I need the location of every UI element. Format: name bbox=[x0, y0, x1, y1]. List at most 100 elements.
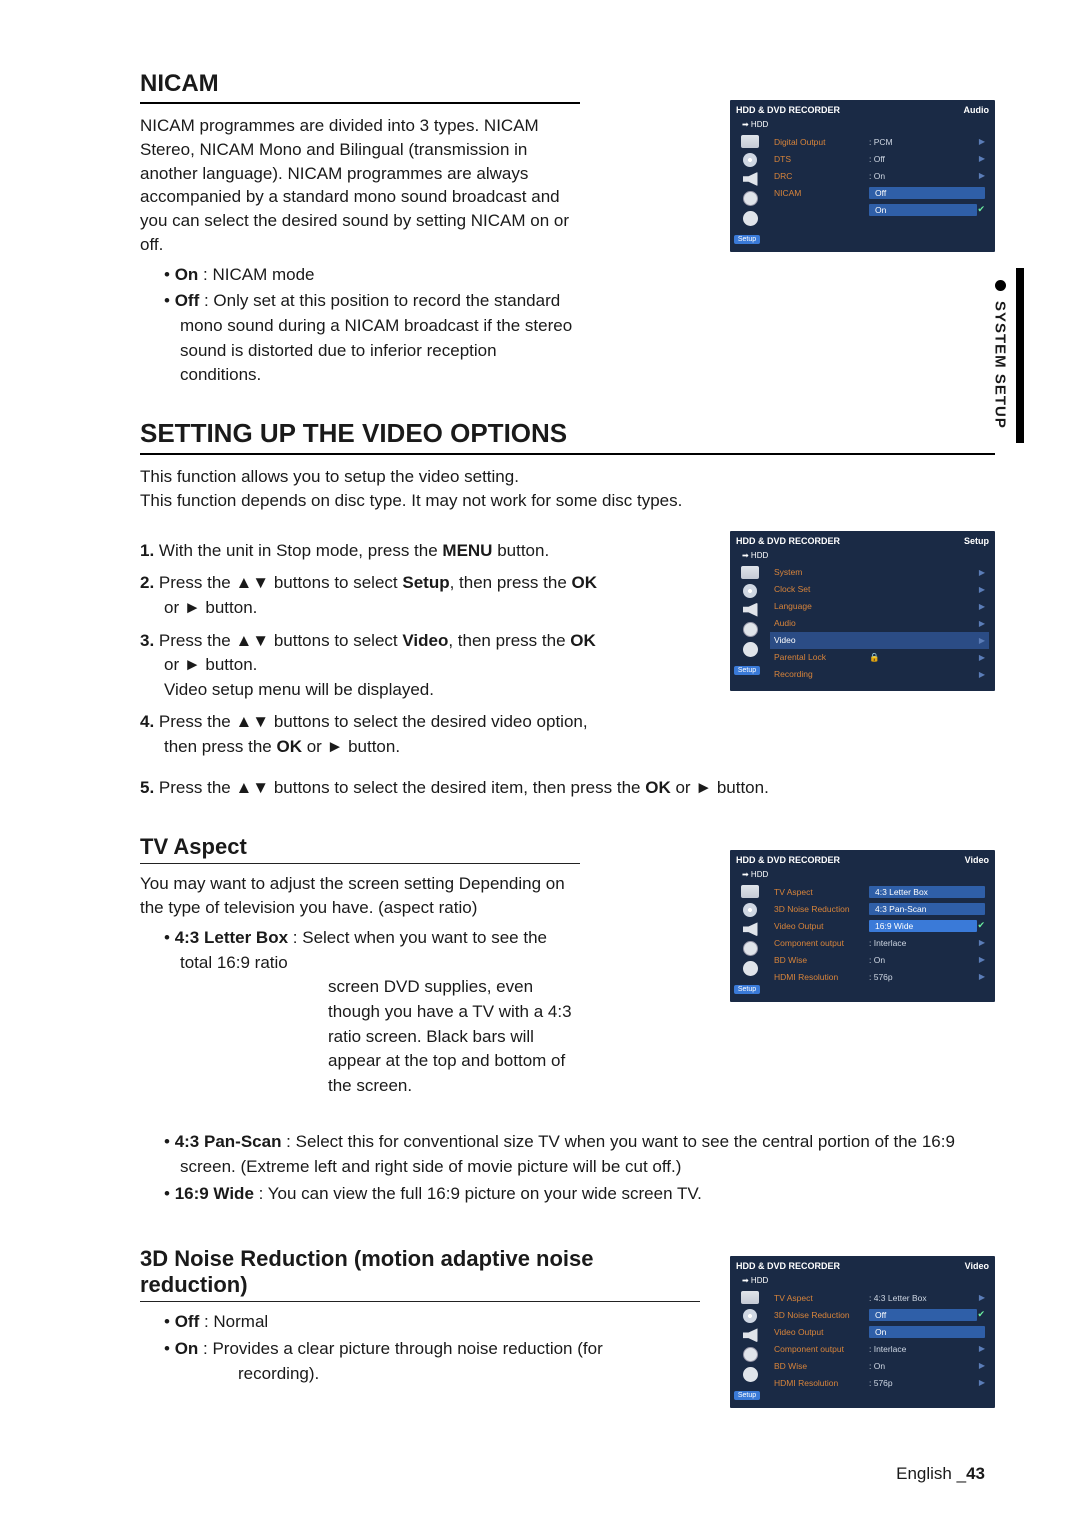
osd-header: HDD & DVD RECORDER bbox=[736, 1261, 840, 1271]
video-opts-title: SETTING UP THE VIDEO OPTIONS bbox=[140, 418, 995, 455]
osd-item-value: On bbox=[869, 204, 977, 216]
check-icon: ✔ bbox=[977, 204, 985, 215]
arrow-icon: ▶ bbox=[979, 137, 985, 146]
osd-item-value: 4:3 Pan-Scan bbox=[869, 903, 985, 915]
osd-item-label: System bbox=[774, 567, 869, 577]
osd-item-label: BD Wise bbox=[774, 1361, 869, 1371]
tv-aspect-ps: 4:3 Pan-Scan : Select this for conventio… bbox=[140, 1130, 995, 1179]
check-icon: ✔ bbox=[977, 1309, 985, 1320]
s1a: With the unit in Stop mode, press the bbox=[159, 541, 442, 560]
footer-page: 43 bbox=[966, 1464, 985, 1483]
nicam-intro: NICAM programmes are divided into 3 type… bbox=[140, 114, 580, 257]
tv-aspect-wide: 16:9 Wide : You can view the full 16:9 p… bbox=[140, 1182, 995, 1207]
osd-item-label: Video Output bbox=[774, 921, 869, 931]
step-5: Press the ▲▼ buttons to select the desir… bbox=[140, 776, 995, 801]
osd-icons: Setup bbox=[736, 883, 764, 994]
s3d: OK bbox=[570, 631, 596, 650]
arrow-icon: ▶ bbox=[979, 585, 985, 594]
osd-item: Language▶ bbox=[770, 598, 989, 615]
s3c: , then press the bbox=[448, 631, 570, 650]
arrow-icon: ▶ bbox=[979, 1378, 985, 1387]
arrow-icon: ▶ bbox=[979, 602, 985, 611]
video-intro1: This function allows you to setup the vi… bbox=[140, 465, 995, 489]
osd-hdd: ➡ HDD bbox=[736, 868, 989, 883]
side-tab-dot bbox=[995, 280, 1006, 291]
osd-item: NICAMOff bbox=[770, 184, 989, 201]
arrow-icon: ▶ bbox=[979, 653, 985, 662]
osd-item-label: Component output bbox=[774, 938, 869, 948]
osd-setup-button: Setup bbox=[734, 1391, 760, 1400]
osd-video-aspect: HDD & DVD RECORDERVideo ➡ HDD Setup TV A… bbox=[730, 850, 995, 1002]
globe-icon bbox=[743, 191, 758, 206]
osd-item: 3D Noise ReductionOff✔ bbox=[770, 1306, 989, 1323]
osd-icons: Setup bbox=[736, 1289, 764, 1400]
arrow-icon: ▶ bbox=[979, 1361, 985, 1370]
s3a: Press the ▲▼ buttons to select bbox=[159, 631, 402, 650]
noise-on: On : Provides a clear picture through no… bbox=[140, 1337, 700, 1386]
arrow-icon: ▶ bbox=[979, 972, 985, 981]
noise-off: Off : Normal bbox=[140, 1310, 700, 1335]
osd-list: TV Aspect: 4:3 Letter Box▶3D Noise Reduc… bbox=[764, 1289, 989, 1400]
footer-lang: English bbox=[896, 1464, 952, 1483]
noise-off-label: Off bbox=[175, 1312, 200, 1331]
osd-item-label: Parental Lock bbox=[774, 652, 869, 662]
arrow-icon: ▶ bbox=[979, 955, 985, 964]
osd-item-value: : Interlace bbox=[869, 1344, 979, 1354]
gear-icon bbox=[743, 211, 758, 226]
osd-item-label: TV Aspect bbox=[774, 1293, 869, 1303]
osd-item-value: : PCM bbox=[869, 137, 979, 147]
osd-cat: Setup bbox=[964, 536, 989, 546]
osd-hdd: ➡ HDD bbox=[736, 118, 989, 133]
osd-item: Video▶ bbox=[770, 632, 989, 649]
nicam-on-text: : NICAM mode bbox=[198, 265, 314, 284]
arrow-icon: ▶ bbox=[979, 568, 985, 577]
video-intro2: This function depends on disc type. It m… bbox=[140, 489, 995, 513]
s3e: or ► button. bbox=[164, 655, 257, 674]
osd-item: DRC: On▶ bbox=[770, 167, 989, 184]
osd-item-label: Video Output bbox=[774, 1327, 869, 1337]
globe-icon bbox=[743, 941, 758, 956]
side-tab-bar bbox=[1016, 268, 1024, 443]
tv-aspect-title: TV Aspect bbox=[140, 834, 580, 864]
disc-icon bbox=[743, 153, 757, 167]
gear-icon bbox=[743, 961, 758, 976]
tv-aspect-intro: You may want to adjust the screen settin… bbox=[140, 872, 580, 920]
s3f: Video setup menu will be displayed. bbox=[164, 678, 434, 703]
wide-label: 16:9 Wide bbox=[175, 1184, 254, 1203]
osd-hdd: ➡ HDD bbox=[736, 1274, 989, 1289]
globe-icon bbox=[743, 1347, 758, 1362]
tv-icon bbox=[741, 1291, 759, 1304]
side-tab-label: SYSTEM SETUP bbox=[992, 301, 1009, 429]
disc-icon bbox=[743, 1309, 757, 1323]
osd-item: TV Aspect: 4:3 Letter Box▶ bbox=[770, 1289, 989, 1306]
osd-item: On✔ bbox=[770, 201, 989, 218]
osd-item-value: : 4:3 Letter Box bbox=[869, 1293, 979, 1303]
osd-setup-button: Setup bbox=[734, 985, 760, 994]
osd-item-value: : Interlace bbox=[869, 938, 979, 948]
osd-item-label: DTS bbox=[774, 154, 869, 164]
osd-item: TV Aspect4:3 Letter Box bbox=[770, 883, 989, 900]
arrow-icon: ▶ bbox=[979, 171, 985, 180]
osd-icons: Setup bbox=[736, 564, 764, 683]
tv-icon bbox=[741, 135, 759, 148]
gear-icon bbox=[743, 642, 758, 657]
osd-icons: Setup bbox=[736, 133, 764, 244]
nicam-off: Off : Only set at this position to recor… bbox=[140, 289, 580, 388]
osd-item-value: : 576p bbox=[869, 1378, 979, 1388]
globe-icon bbox=[743, 622, 758, 637]
ps-text: : Select this for conventional size TV w… bbox=[180, 1132, 955, 1176]
lb-label: 4:3 Letter Box bbox=[175, 928, 288, 947]
osd-list: TV Aspect4:3 Letter Box3D Noise Reductio… bbox=[764, 883, 989, 994]
nicam-off-text: : Only set at this position to record th… bbox=[180, 291, 572, 384]
osd-item-label: Digital Output bbox=[774, 137, 869, 147]
osd-list: System▶Clock Set▶Language▶Audio▶Video▶Pa… bbox=[764, 564, 989, 683]
s5a: Press the ▲▼ buttons to select the desir… bbox=[159, 778, 645, 797]
osd-item-value: 4:3 Letter Box bbox=[869, 886, 985, 898]
osd-item: HDMI Resolution: 576p▶ bbox=[770, 968, 989, 985]
osd-list: Digital Output: PCM▶DTS: Off▶DRC: On▶NIC… bbox=[764, 133, 989, 244]
osd-item: BD Wise: On▶ bbox=[770, 951, 989, 968]
osd-item-label: HDMI Resolution bbox=[774, 1378, 869, 1388]
osd-item-label: BD Wise bbox=[774, 955, 869, 965]
osd-item: Video Output16:9 Wide✔ bbox=[770, 917, 989, 934]
osd-item: BD Wise: On▶ bbox=[770, 1357, 989, 1374]
